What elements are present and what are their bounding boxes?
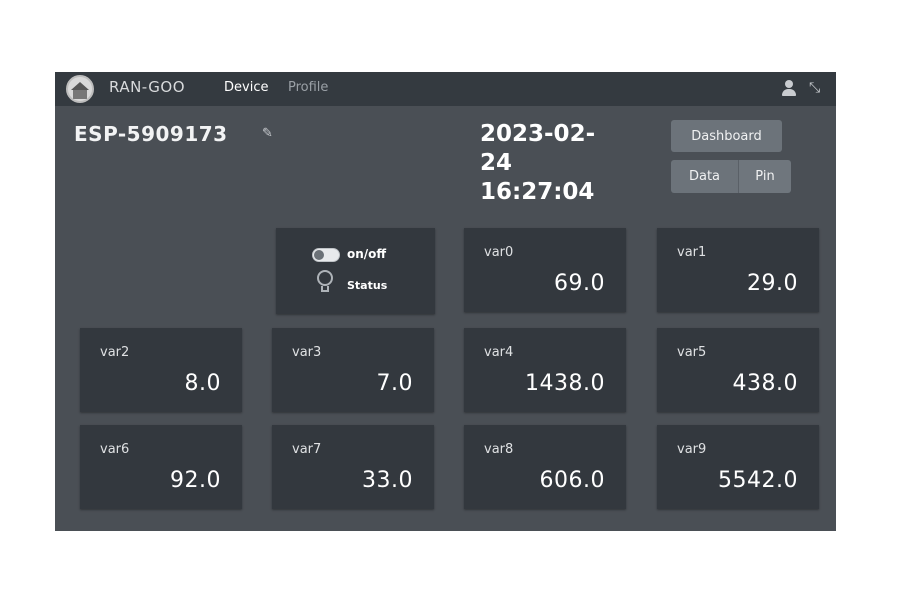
dashboard-button[interactable]: Dashboard [671,120,782,152]
var-card-0[interactable]: var0 69.0 [464,228,626,312]
var-value: 8.0 [184,371,221,396]
control-card: on/off Status [276,228,435,314]
nav-profile[interactable]: Profile [288,80,329,95]
edit-icon[interactable]: ✎ [262,126,273,141]
data-button[interactable]: Data [671,160,738,193]
var-value: 606.0 [539,468,605,493]
user-icon[interactable] [781,80,797,96]
datetime-time: 16:27:04 [480,179,595,205]
top-navbar: RAN-GOO Device Profile ⤡ [55,72,836,106]
var-value: 438.0 [732,371,798,396]
var-label: var6 [100,442,130,457]
var-label: var8 [484,442,514,457]
status-label: Status [347,279,388,292]
var-label: var2 [100,345,130,360]
var-label: var3 [292,345,322,360]
var-value: 29.0 [747,271,798,296]
var-value: 1438.0 [525,371,605,396]
var-card-1[interactable]: var1 29.0 [657,228,819,312]
var-card-4[interactable]: var4 1438.0 [464,328,626,412]
var-value: 92.0 [170,468,221,493]
datetime-date: 2023-02- [480,121,596,147]
var-value: 33.0 [362,468,413,493]
var-label: var0 [484,245,514,260]
var-card-3[interactable]: var3 7.0 [272,328,434,412]
var-label: var5 [677,345,707,360]
device-datetime: 2023-02- 24 16:27:04 [480,120,640,207]
app-window: RAN-GOO Device Profile ⤡ ESP-5909173 ✎ 2… [55,72,836,531]
var-label: var1 [677,245,707,260]
var-card-6[interactable]: var6 92.0 [80,425,242,509]
nav-device[interactable]: Device [224,80,269,95]
var-card-2[interactable]: var2 8.0 [80,328,242,412]
var-card-9[interactable]: var9 5542.0 [657,425,819,509]
brand-name[interactable]: RAN-GOO [109,78,185,96]
device-title: ESP-5909173 [74,122,228,146]
var-label: var4 [484,345,514,360]
var-value: 7.0 [376,371,413,396]
house-logo-icon[interactable] [66,75,94,103]
toggle-switch-icon[interactable] [312,248,340,262]
var-value: 5542.0 [718,468,798,493]
shrink-icon[interactable]: ⤡ [809,80,821,96]
var-label: var7 [292,442,322,457]
var-label: var9 [677,442,707,457]
switch-label: on/off [347,247,387,261]
datetime-day: 24 [480,150,513,176]
var-card-8[interactable]: var8 606.0 [464,425,626,509]
bulb-icon [316,270,334,294]
var-card-5[interactable]: var5 438.0 [657,328,819,412]
var-card-7[interactable]: var7 33.0 [272,425,434,509]
pin-button[interactable]: Pin [738,160,791,193]
var-value: 69.0 [554,271,605,296]
